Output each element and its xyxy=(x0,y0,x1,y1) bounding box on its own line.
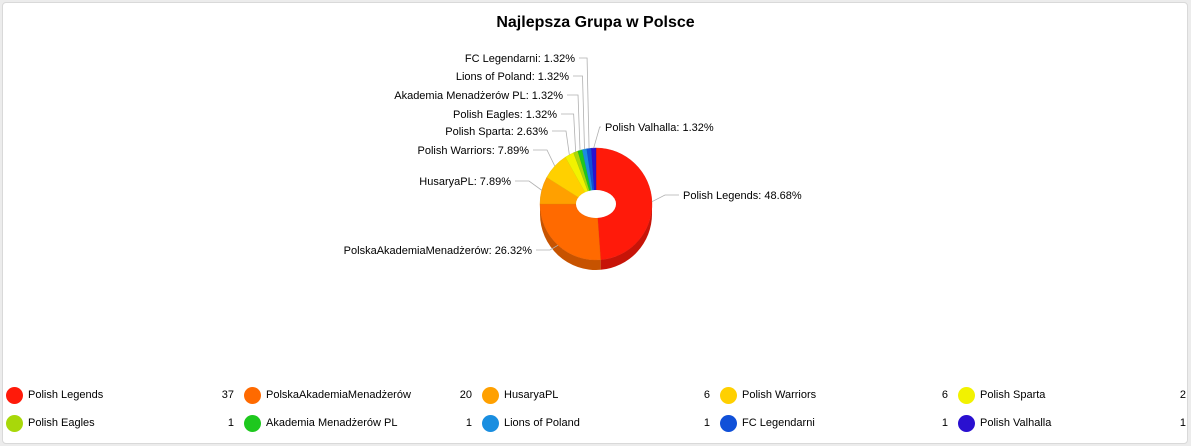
legend-item[interactable]: Polish Valhalla 1 xyxy=(958,414,1186,434)
legend-item[interactable]: Lions of Poland 1 xyxy=(482,414,710,434)
legend-marker xyxy=(720,387,737,404)
donut-chart: Polish Legends: 48.68% PolskaAkademiaMena… xyxy=(344,53,802,271)
legend-label: Lions of Poland xyxy=(504,417,580,429)
legend-value: 1 xyxy=(227,417,234,429)
legend-marker xyxy=(482,415,499,432)
legend-marker xyxy=(244,387,261,404)
legend-item[interactable]: FC Legendarni 1 xyxy=(720,414,948,434)
leader-line-1 xyxy=(536,244,559,251)
data-label-0: Polish Legends: 48.68% xyxy=(683,190,802,202)
legend-marker xyxy=(244,415,261,432)
legend-label: Polish Eagles xyxy=(28,417,95,429)
legend-marker xyxy=(6,387,23,404)
leader-line-8 xyxy=(579,57,590,149)
slice-side-0 xyxy=(600,204,652,270)
legend-value: 1 xyxy=(1179,417,1186,429)
legend-label: Polish Warriors xyxy=(742,389,817,401)
data-label-9: Polish Valhalla: 1.32% xyxy=(605,122,714,134)
legend-marker xyxy=(482,387,499,404)
legend-marker xyxy=(720,415,737,432)
legend-label: Akademia Menadżerów PL xyxy=(266,417,398,429)
slice-side-1 xyxy=(540,204,601,271)
leader-line-4 xyxy=(552,130,570,155)
legend-marker xyxy=(958,415,975,432)
leader-line-2 xyxy=(515,180,542,191)
legend-item[interactable]: Polish Legends 37 xyxy=(6,386,234,406)
data-label-8: FC Legendarni: 1.32% xyxy=(465,53,575,65)
leader-line-3 xyxy=(533,149,556,167)
data-label-6: Akademia Menadżerów PL: 1.32% xyxy=(394,90,563,102)
data-label-1: PolskaAkademiaMenadżerów: 26.32% xyxy=(344,245,533,257)
data-label-3: Polish Warriors: 7.89% xyxy=(418,145,530,157)
donut-hole xyxy=(576,190,616,218)
legend-item[interactable]: PolskaAkademiaMenadżerów 20 xyxy=(244,386,472,406)
legend-label: PolskaAkademiaMenadżerów xyxy=(266,389,411,401)
legend-label: Polish Sparta xyxy=(980,389,1046,401)
legend-value: 20 xyxy=(459,389,472,401)
chart-title: Najlepsza Grupa w Polsce xyxy=(496,14,695,31)
legend-label: Polish Valhalla xyxy=(980,417,1052,429)
data-label-2: HusaryaPL: 7.89% xyxy=(419,176,511,188)
legend-marker xyxy=(6,415,23,432)
legend-value: 1 xyxy=(465,417,472,429)
legend-label: HusaryaPL xyxy=(504,389,559,401)
data-label-5: Polish Eagles: 1.32% xyxy=(453,109,557,121)
legend-item[interactable]: Polish Eagles 1 xyxy=(6,414,234,434)
legend-value: 6 xyxy=(703,389,710,401)
legend-label: FC Legendarni xyxy=(742,417,815,429)
leader-line-0 xyxy=(651,194,679,203)
legend-value: 1 xyxy=(703,417,710,429)
leader-line-7 xyxy=(573,75,585,150)
legend-label: Polish Legends xyxy=(28,389,104,401)
legend-item[interactable]: Polish Sparta 2 xyxy=(958,386,1186,406)
leader-line-6 xyxy=(567,94,581,151)
data-label-4: Polish Sparta: 2.63% xyxy=(445,126,548,138)
legend-value: 6 xyxy=(941,389,948,401)
legend-item[interactable]: HusaryaPL 6 xyxy=(482,386,710,406)
data-label-7: Lions of Poland: 1.32% xyxy=(456,71,569,83)
legend-value: 1 xyxy=(941,417,948,429)
legend-item[interactable]: Polish Warriors 6 xyxy=(720,386,948,406)
legend-item[interactable]: Akademia Menadżerów PL 1 xyxy=(244,414,472,434)
legend-value: 2 xyxy=(1179,389,1186,401)
leader-line-9 xyxy=(593,126,601,149)
legend-marker xyxy=(958,387,975,404)
legend-value: 37 xyxy=(221,389,234,401)
leader-line-5 xyxy=(561,113,577,152)
